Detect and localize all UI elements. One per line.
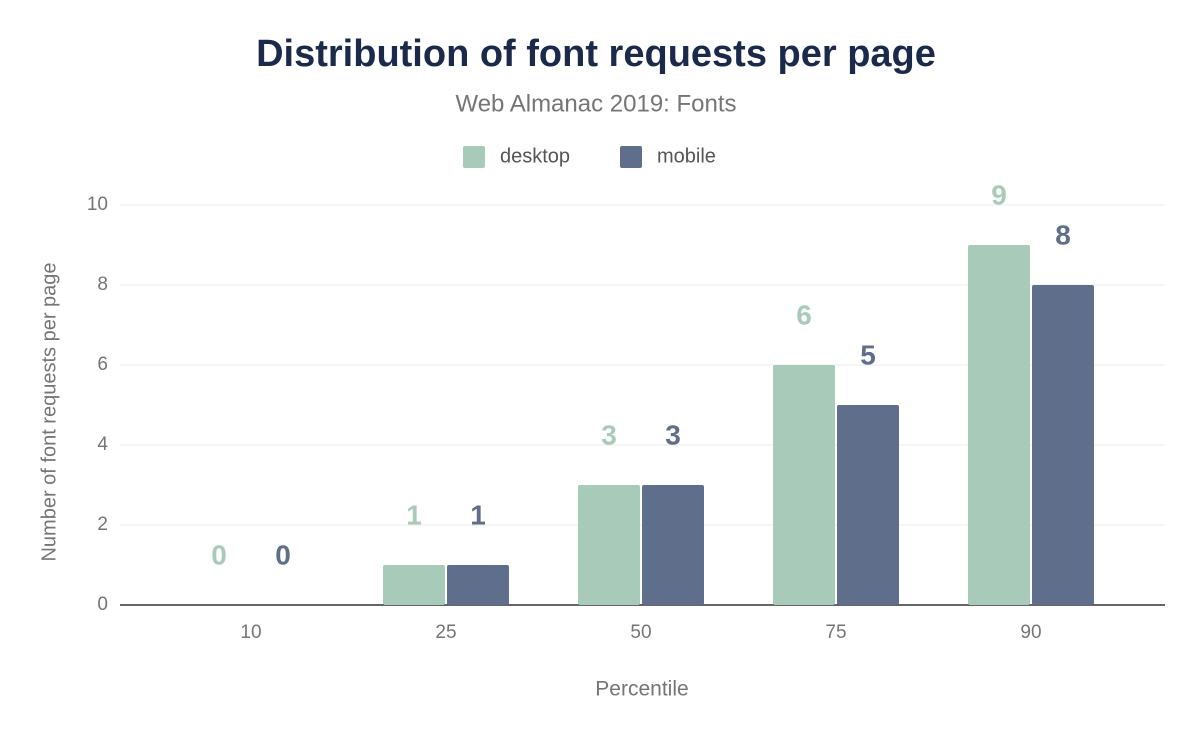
bar: [968, 245, 1030, 605]
bar: [837, 405, 899, 605]
legend-label: mobile: [657, 145, 716, 167]
value-label: 9: [991, 179, 1007, 210]
legend-label: desktop: [500, 145, 570, 167]
bar: [578, 485, 640, 605]
bar: [1032, 285, 1094, 605]
y-tick-label: 4: [97, 434, 108, 455]
chart-subtitle: Web Almanac 2019: Fonts: [455, 90, 736, 117]
value-label: 1: [470, 499, 486, 530]
y-tick-label: 0: [97, 594, 108, 615]
value-label: 0: [211, 539, 227, 570]
x-tick-label: 50: [630, 622, 651, 643]
value-label: 0: [275, 539, 291, 570]
x-tick-label: 90: [1020, 622, 1041, 643]
bar: [642, 485, 704, 605]
value-label: 3: [601, 419, 617, 450]
legend-swatch: [620, 146, 642, 168]
y-tick-label: 6: [97, 354, 108, 375]
value-label: 8: [1055, 219, 1071, 250]
y-tick-label: 2: [97, 514, 108, 535]
bar: [773, 365, 835, 605]
y-tick-label: 8: [97, 274, 108, 295]
chart-title: Distribution of font requests per page: [256, 33, 936, 75]
x-tick-label: 25: [435, 622, 456, 643]
y-tick-label: 10: [87, 194, 108, 215]
x-tick-label: 75: [825, 622, 846, 643]
legend-swatch: [463, 146, 485, 168]
value-label: 6: [796, 299, 812, 330]
bar: [447, 565, 509, 605]
bar: [383, 565, 445, 605]
value-label: 3: [665, 419, 681, 450]
value-label: 5: [860, 339, 876, 370]
x-axis-label: Percentile: [595, 678, 688, 701]
value-label: 1: [406, 499, 422, 530]
y-axis-label: Number of font requests per page: [38, 262, 60, 561]
x-tick-label: 10: [240, 622, 261, 643]
